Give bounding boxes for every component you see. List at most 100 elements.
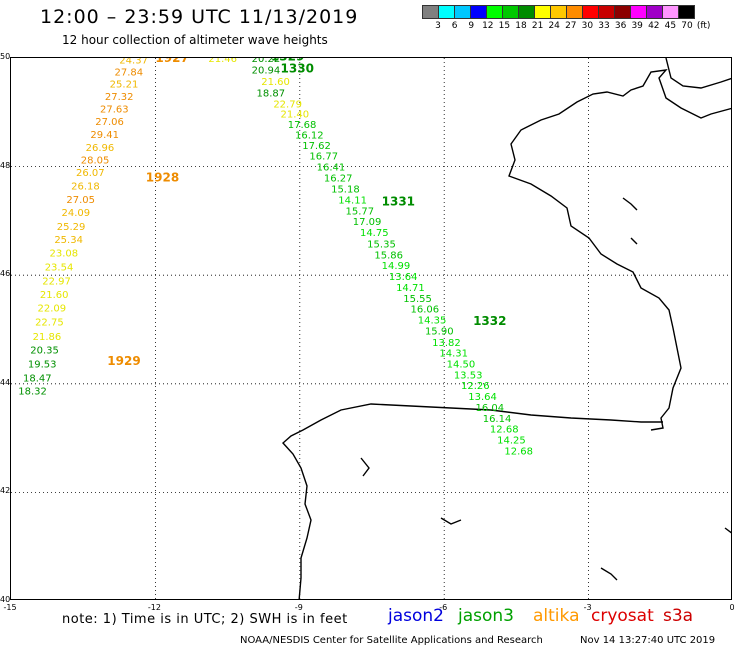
jason3-wave-height: 17.68	[288, 120, 317, 131]
altika-wave-height: 27.06	[95, 117, 124, 128]
page-title: 12:00 – 23:59 UTC 11/13/2019	[40, 6, 359, 28]
page-subtitle: 12 hour collection of altimeter wave hei…	[62, 33, 328, 47]
altika-wave-height: 22.09	[37, 304, 66, 315]
altika-wave-height: 21.60	[40, 290, 69, 301]
legend-altika: altika	[533, 606, 580, 626]
jason3-pass-time: 1330	[281, 62, 314, 76]
jason3-wave-height: 13.64	[389, 272, 418, 283]
altika-pass-time: 1929	[107, 354, 140, 368]
island	[724, 527, 731, 534]
scale-swatch	[646, 5, 663, 19]
jason3-wave-height: 15.86	[374, 250, 403, 261]
altika-wave-height: 24.37	[119, 58, 148, 66]
jason3-pass-time: 1331	[382, 195, 415, 209]
altika-wave-height: 27.84	[114, 67, 143, 78]
legend-jason2: jason2	[388, 606, 444, 626]
scale-label: 21	[531, 21, 544, 31]
footer-timestamp: Nov 14 13:27:40 UTC 2019	[580, 635, 716, 646]
jason3-wave-height: 14.31	[439, 349, 468, 360]
island	[600, 567, 618, 581]
legend-jason3: jason3	[458, 606, 514, 626]
jason3-wave-height: 16.27	[324, 173, 353, 184]
altika-wave-height: 23.54	[45, 262, 74, 273]
jason3-wave-height: 14.50	[447, 360, 476, 371]
latitude-label: 50	[0, 52, 11, 61]
altika-wave-height: 18.32	[18, 387, 47, 398]
longitude-label: -12	[147, 603, 161, 612]
coastline-spain	[282, 403, 663, 599]
scale-label: 45	[664, 21, 677, 31]
jason3-wave-height: 16.14	[483, 414, 512, 425]
altika-wave-height: 22.75	[35, 318, 64, 329]
longitude-label: -9	[294, 603, 303, 612]
altika-wave-height: 25.21	[110, 79, 139, 90]
scale-swatch	[518, 5, 535, 19]
altika-wave-height: 22.97	[42, 276, 71, 287]
scale-label: 36	[614, 21, 627, 31]
scale-swatch	[486, 5, 503, 19]
legend-cryosat: cryosat	[591, 606, 654, 626]
scale-label: 9	[468, 21, 475, 31]
scale-label: 3	[435, 21, 441, 31]
scale-swatch	[422, 5, 439, 19]
island	[360, 457, 370, 477]
jason3-wave-height: 15.77	[346, 206, 375, 217]
latitude-label: 48	[0, 160, 11, 170]
altika-wave-height: 27.63	[100, 104, 129, 115]
scale-swatch	[614, 5, 631, 19]
scale-swatch	[662, 5, 679, 19]
jason3-wave-height: 16.04	[475, 403, 504, 414]
map-panel[interactable]: 24.37 27.84 25.21 27.32 27.63 27.06 29.41 26.96…	[10, 57, 732, 600]
jason3-wave-height: 15.18	[331, 185, 360, 196]
jason3-wave-height: 20.94	[252, 66, 281, 77]
jason3-wave-height: 15.55	[403, 294, 432, 305]
jason3-wave-height: 21.40	[281, 110, 310, 121]
altika-wave-height: 24.09	[62, 208, 91, 219]
altika-wave-height: 27.32	[105, 92, 134, 103]
altika-wave-height: 25.34	[54, 235, 83, 246]
island	[665, 58, 731, 89]
scale-swatch	[438, 5, 455, 19]
latitude-label: 44	[0, 377, 11, 387]
altika-wave-height: 18.47	[23, 374, 52, 385]
jason3-wave-height: 16.06	[411, 305, 440, 316]
longitude-label: -6	[439, 603, 448, 612]
scale-swatch	[550, 5, 567, 19]
latitude-label: 40	[0, 595, 11, 604]
scale-label: 6	[451, 21, 458, 31]
coastline-france	[508, 69, 731, 431]
island	[440, 517, 462, 525]
footer-credit: NOAA/NESDIS Center for Satellite Applica…	[240, 635, 543, 646]
scale-swatch	[678, 5, 695, 19]
altika-wave-height: 25.29	[57, 222, 86, 233]
scale-swatch	[582, 5, 599, 19]
graticule	[11, 58, 731, 599]
scale-swatch	[630, 5, 647, 19]
color-scale	[422, 5, 695, 19]
altika-wave-height: 27.05	[66, 195, 95, 206]
altika-wave-height: 26.18	[71, 181, 100, 192]
scale-label: 33	[598, 21, 610, 31]
altika-wave-height: 20.35	[30, 345, 59, 356]
jason3-wave-height: 17.09	[353, 217, 382, 228]
longitude-label: 0	[729, 603, 735, 612]
altika-pass-time: 1928	[146, 170, 179, 184]
scale-swatch	[502, 5, 519, 19]
color-scale-labels: 3 6 9 12 15 18 21 24 27 30 33 36 39 42 45 70 (ft)	[422, 21, 740, 33]
jason3-wave-height: 14.75	[360, 228, 389, 239]
jason3-wave-height: 14.11	[338, 196, 367, 207]
scale-swatch	[470, 5, 487, 19]
jason3-pass-time: 1329	[271, 58, 304, 64]
jason3-wave-height: 20.22	[252, 58, 281, 65]
jason3-wave-height: 16.77	[309, 152, 338, 163]
altika-wave-height: 29.41	[90, 130, 119, 141]
legend-s3a: s3a	[663, 606, 694, 626]
jason3-wave-height: 16.41	[317, 162, 346, 173]
scale-label: 30	[581, 21, 594, 31]
scale-label: 15	[498, 21, 511, 31]
jason3-wave-height: 21.60	[261, 77, 290, 88]
altika-wave-height: 19.53	[28, 360, 57, 371]
island	[622, 197, 638, 211]
